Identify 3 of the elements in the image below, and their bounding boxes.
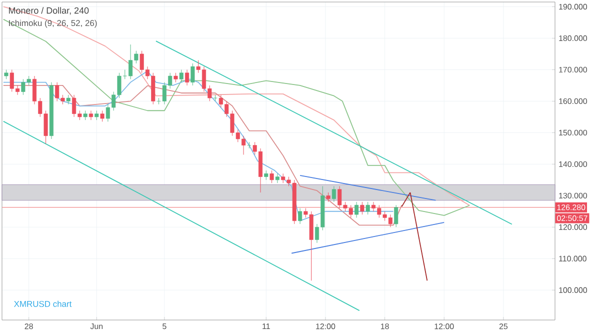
annotation: XMRUSD chart bbox=[14, 300, 72, 307]
chart-title: Monero / Dollar, 240 bbox=[9, 7, 89, 15]
text: Ichimoku (9, 26, 52, 26) bbox=[9, 20, 97, 28]
